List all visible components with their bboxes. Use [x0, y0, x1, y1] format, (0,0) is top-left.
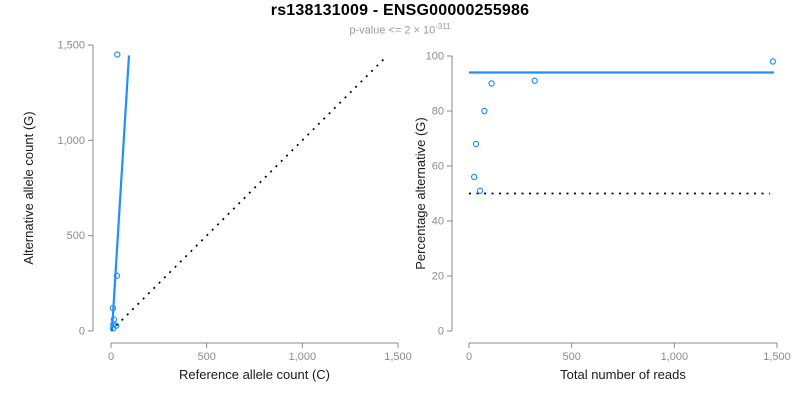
y-tick-label: 500 — [67, 230, 85, 242]
data-point — [531, 77, 538, 84]
x-tick-label: 1,000 — [289, 351, 317, 363]
y-tick-label: 60 — [432, 161, 444, 173]
y-tick-label: 0 — [438, 326, 444, 338]
data-point — [113, 272, 121, 279]
y-tick-label: 40 — [432, 216, 444, 228]
left-scatter-plot: 0 500 1,000 1,500 0 500 1,000 1,500 Reference al… — [21, 40, 412, 383]
x-tick-label: 500 — [197, 351, 215, 363]
y-axis-title: Percentage alternative (G) — [413, 117, 428, 269]
data-point — [488, 80, 495, 87]
data-point — [109, 325, 117, 332]
x-tick-label: 1,500 — [384, 351, 412, 363]
data-point — [476, 187, 484, 194]
x-tick-label: 1,000 — [661, 351, 689, 363]
identity-line — [110, 55, 388, 332]
x-tick-label: 0 — [108, 351, 114, 363]
x-tick-label: 0 — [466, 351, 472, 363]
right-scatter-plot: 0 20 40 60 80 100 0 500 1,000 1,500 Total number o… — [413, 51, 791, 383]
data-point — [481, 107, 488, 115]
x-tick-label: 500 — [562, 351, 580, 363]
regression-line — [110, 55, 131, 332]
y-tick-label: 100 — [426, 51, 444, 63]
data-point — [109, 304, 117, 312]
y-tick-label: 1,000 — [57, 135, 85, 147]
x-axis-title: Reference allele count (C) — [179, 367, 330, 382]
data-point — [472, 140, 480, 148]
y-tick-label: 1,500 — [57, 40, 85, 52]
x-tick-label: 1,500 — [763, 351, 791, 363]
x-axis-title: Total number of reads — [560, 367, 686, 382]
y-axis-title: Alternative allele count (G) — [21, 111, 36, 264]
data-point — [114, 51, 121, 58]
y-tick-label: 20 — [432, 271, 444, 283]
data-point — [769, 58, 777, 65]
data-point — [470, 173, 478, 181]
y-tick-label: 0 — [79, 326, 85, 338]
y-tick-label: 80 — [432, 106, 444, 118]
